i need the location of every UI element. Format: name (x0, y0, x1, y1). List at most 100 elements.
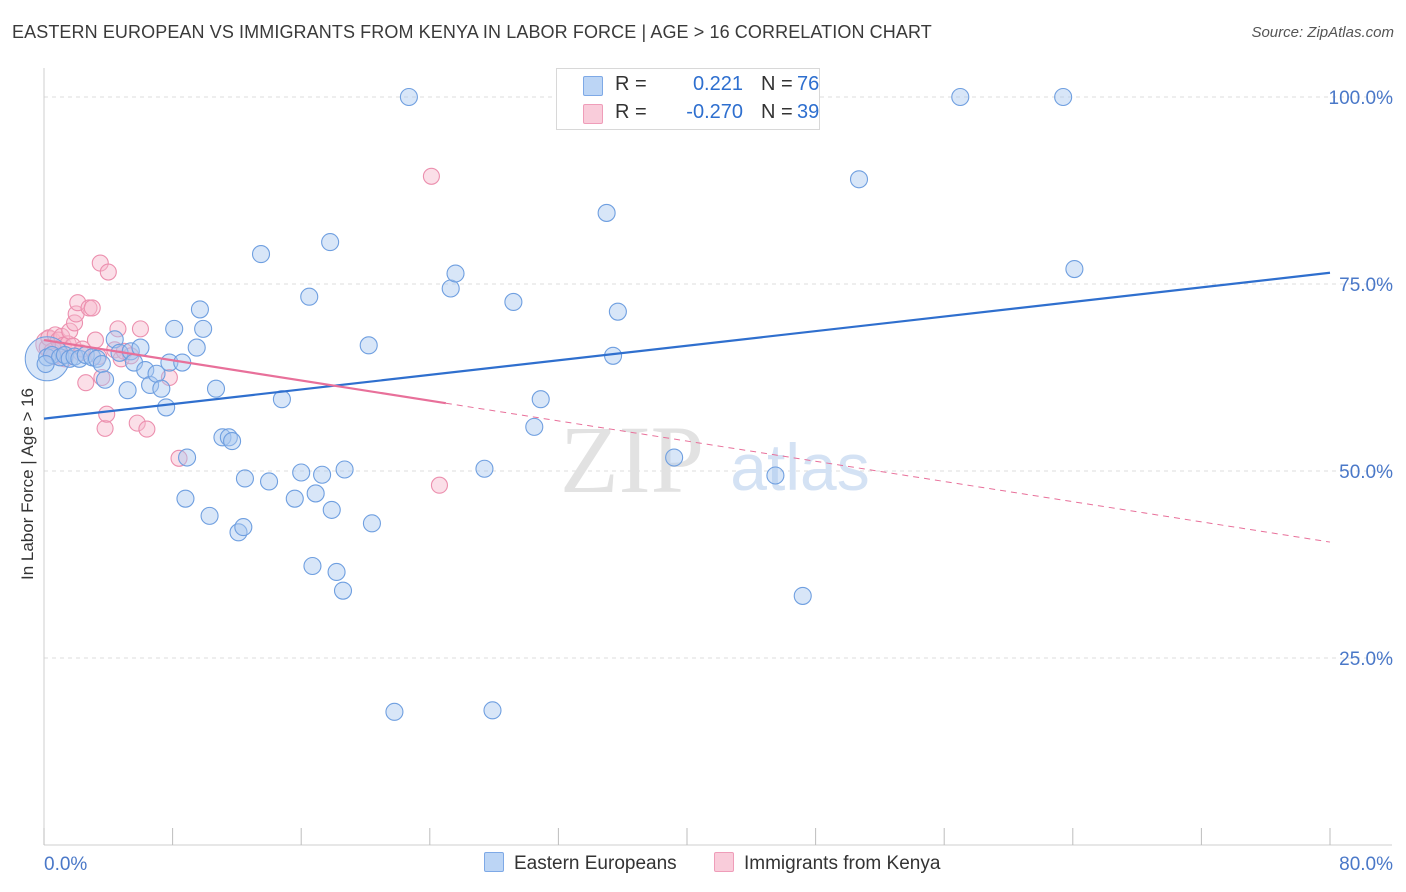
eastern-european-point (234, 518, 253, 537)
eastern-european-point (300, 287, 319, 306)
eastern-european-point (194, 319, 213, 338)
bottom-legend-swatch-pink (714, 852, 734, 872)
eastern-european-point (251, 245, 271, 264)
eastern-european-point (531, 390, 550, 409)
legend-n-label: N = (761, 73, 793, 95)
eastern-european-point (157, 398, 176, 417)
eastern-european-point (292, 463, 311, 482)
eastern-european-point (793, 586, 812, 605)
watermark-zip: ZIP (560, 406, 704, 513)
eastern-european-point (206, 379, 226, 398)
legend-r-value: 0.221 (692, 73, 743, 95)
eastern-european-point (187, 338, 206, 357)
eastern-european-point (1065, 259, 1084, 279)
eastern-european-points (24, 87, 1084, 721)
kenya-point (86, 331, 104, 349)
kenya-point (98, 405, 116, 423)
eastern-european-point (200, 506, 219, 525)
kenya-point (131, 320, 149, 338)
y-tick-label: 100.0% (1329, 88, 1394, 109)
gridlines (44, 96, 1392, 659)
eastern-european-point (441, 279, 460, 298)
eastern-european-point (359, 336, 378, 355)
x-tick-label: 80.0% (1339, 854, 1393, 875)
eastern-european-trend-line (43, 271, 1331, 420)
eastern-european-point (285, 489, 304, 508)
y-tick-label: 75.0% (1339, 275, 1393, 296)
eastern-european-point (321, 233, 340, 252)
bottom-legend-eastern-europeans: Eastern Europeans (484, 852, 677, 875)
bottom-legend-label: Immigrants from Kenya (744, 853, 941, 874)
eastern-european-point (483, 701, 502, 720)
eastern-european-point (152, 379, 171, 398)
eastern-european-point (176, 489, 195, 508)
eastern-european-point (665, 448, 684, 467)
legend-n-value: 76 (797, 73, 820, 95)
eastern-european-point (335, 460, 354, 479)
bottom-legend-kenya: Immigrants from Kenya (714, 852, 940, 875)
legend-r-value: -0.270 (686, 101, 743, 123)
kenya-point (77, 374, 95, 392)
eastern-european-cluster-point (24, 336, 70, 382)
watermark-atlas: atlas (730, 430, 869, 504)
eastern-european-point (766, 466, 785, 485)
legend-swatch-pink (583, 104, 603, 124)
legend-swatch-blue (583, 76, 603, 96)
eastern-european-point (105, 330, 124, 349)
eastern-european-point (525, 417, 544, 436)
eastern-european-point (96, 370, 115, 389)
eastern-european-point (92, 354, 111, 374)
eastern-european-point (608, 302, 627, 321)
eastern-european-point (118, 381, 137, 400)
legend-r-label: R = (615, 73, 647, 95)
eastern-european-point (399, 87, 418, 107)
legend-n-value: 39 (797, 101, 820, 123)
kenya-point (138, 420, 156, 438)
kenya-trend-line (43, 339, 447, 405)
eastern-european-point (36, 354, 55, 374)
eastern-european-point (213, 428, 232, 447)
kenya-point (430, 476, 448, 494)
eastern-european-point (849, 170, 869, 189)
kenya-point (109, 320, 127, 338)
eastern-european-point (87, 349, 107, 368)
tick-labels: 25.0% 50.0% 75.0% 100.0% 0.0% 80.0% (44, 88, 1393, 875)
eastern-european-point (446, 264, 465, 283)
kenya-point (99, 263, 117, 281)
eastern-european-point (223, 432, 242, 451)
x-tick-label: 0.0% (44, 854, 87, 875)
correlation-legend: R = 0.221 N = 76 R = -0.270 N = 39 (556, 68, 820, 130)
axes (43, 68, 1392, 846)
watermark: ZIP atlas (560, 406, 870, 513)
eastern-european-point (165, 319, 184, 338)
bottom-legend-swatch-blue (484, 852, 504, 872)
eastern-european-point (504, 292, 523, 312)
kenya-point (422, 167, 440, 185)
eastern-european-point (141, 375, 160, 395)
eastern-european-point (597, 203, 616, 222)
y-tick-label: 50.0% (1339, 462, 1393, 483)
eastern-european-point (327, 562, 346, 582)
kenya-point (93, 368, 111, 387)
eastern-european-point (362, 514, 381, 533)
eastern-european-point (475, 459, 494, 478)
eastern-european-point (306, 484, 325, 503)
trend-lines (43, 271, 1331, 543)
kenya-point (83, 299, 101, 317)
eastern-european-point (1054, 87, 1073, 107)
source-label: Source: ZipAtlas.com (1251, 24, 1394, 41)
eastern-european-point (38, 348, 57, 367)
eastern-european-point (178, 448, 197, 467)
chart-title: EASTERN EUROPEAN VS IMMIGRANTS FROM KENY… (12, 22, 932, 42)
legend-r-label: R = (615, 101, 647, 123)
eastern-european-point (313, 465, 332, 484)
eastern-european-point (65, 347, 84, 366)
eastern-european-point (259, 472, 279, 491)
eastern-european-point (303, 556, 322, 576)
kenya-point (96, 419, 114, 437)
kenya-point (128, 414, 146, 432)
kenya-points (35, 167, 448, 494)
eastern-european-point (385, 702, 404, 721)
y-tick-label: 25.0% (1339, 649, 1393, 670)
